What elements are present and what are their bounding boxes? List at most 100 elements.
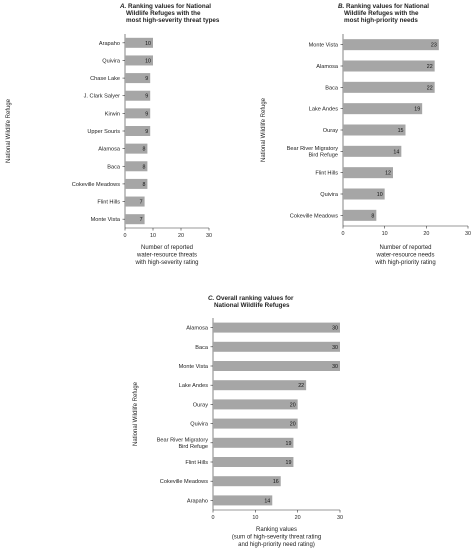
bar xyxy=(343,209,377,221)
bar xyxy=(213,399,298,410)
chart-title-line: C. Overall ranking values for xyxy=(208,295,294,302)
bar-value-label: 7 xyxy=(140,200,143,206)
category-label: Baca xyxy=(195,345,209,351)
chart-title-line: A. Ranking values for National xyxy=(119,3,211,10)
bar-value-label: 8 xyxy=(371,213,374,219)
bar xyxy=(343,167,393,179)
bar-value-label: 8 xyxy=(142,164,145,170)
bar-value-label: 30 xyxy=(332,364,338,370)
bar-value-label: 19 xyxy=(414,107,420,113)
chart-title-line: Wildlife Refuges with the xyxy=(344,10,419,17)
panel-letter: B. xyxy=(338,3,345,10)
category-label: Arapaho xyxy=(99,41,120,47)
bar-value-label: 7 xyxy=(140,217,143,223)
bar-value-label: 8 xyxy=(142,182,145,188)
x-tick-label: 20 xyxy=(423,231,429,237)
x-axis-title: with high-priority rating xyxy=(374,260,435,266)
panel-letter: A. xyxy=(119,3,127,10)
category-label: Flint Hills xyxy=(185,460,208,466)
bar xyxy=(213,495,273,506)
bar xyxy=(125,196,145,207)
category-label: Quivira xyxy=(320,192,339,198)
category-label: Kirwin xyxy=(105,111,120,117)
bar xyxy=(343,124,406,136)
bar-value-label: 14 xyxy=(264,498,270,504)
x-tick-label: 10 xyxy=(382,231,388,237)
x-tick-label: 0 xyxy=(212,515,215,521)
x-tick-label: 30 xyxy=(206,233,212,239)
category-label: Cokeville Meadows xyxy=(290,213,338,219)
x-tick-label: 30 xyxy=(465,231,471,237)
category-label: Bear River Migratory xyxy=(157,438,208,444)
category-label: Baca xyxy=(325,85,339,91)
category-label: Bird Refuge xyxy=(178,444,208,450)
bar-value-label: 22 xyxy=(427,85,433,91)
bar xyxy=(213,457,294,467)
bar xyxy=(343,60,435,72)
category-label: Lake Andes xyxy=(309,107,338,113)
x-axis-title: Ranking values xyxy=(256,527,297,533)
bar-value-label: 10 xyxy=(145,58,151,64)
bar xyxy=(125,108,151,119)
category-label: Upper Souris xyxy=(87,129,120,135)
bar xyxy=(213,341,340,352)
x-axis-title: Number of reported xyxy=(141,245,193,251)
bar xyxy=(213,380,307,391)
y-axis-title: National Wildlife Refuge xyxy=(133,381,139,446)
bar-value-label: 16 xyxy=(273,479,279,485)
x-axis-title: water-resource needs xyxy=(375,253,434,259)
bar-value-label: 14 xyxy=(393,149,399,155)
y-axis-title: National Wildlife Refuge xyxy=(261,97,267,162)
bar-value-label: 23 xyxy=(431,43,437,49)
chart-title-text: Overall ranking values for xyxy=(214,295,294,302)
bar xyxy=(125,73,151,84)
panel-letter: C. xyxy=(208,295,215,302)
category-label: Quivira xyxy=(102,58,121,64)
x-tick-label: 20 xyxy=(178,233,184,239)
chart-title-line: B. Ranking values for National xyxy=(338,3,429,10)
bar xyxy=(213,322,340,333)
category-label: Monte Vista xyxy=(309,43,339,49)
category-label: Lake Andes xyxy=(179,383,208,389)
category-label: Quivira xyxy=(190,422,209,428)
bar-value-label: 19 xyxy=(286,441,292,447)
chart-title-text: Ranking values for National xyxy=(344,3,429,10)
category-label: Chase Lake xyxy=(90,76,120,82)
bar xyxy=(125,37,153,48)
bar-value-label: 20 xyxy=(290,402,296,408)
bar-value-label: 10 xyxy=(377,192,383,198)
bar xyxy=(125,55,153,66)
bar xyxy=(213,418,298,429)
bar-value-label: 22 xyxy=(427,64,433,70)
chart-title-line: most high-priority needs xyxy=(344,17,418,24)
x-tick-label: 20 xyxy=(295,515,301,521)
category-label: Baca xyxy=(107,164,121,170)
bar xyxy=(213,361,340,371)
bar-value-label: 10 xyxy=(145,41,151,47)
bar-value-label: 30 xyxy=(332,326,338,332)
x-axis-title: (sum of high-severity threat rating xyxy=(232,535,321,541)
bar-value-label: 30 xyxy=(332,345,338,351)
bar-value-label: 19 xyxy=(286,460,292,466)
category-label: Alamosa xyxy=(98,147,121,153)
chart-title-line: National Wildlife Refuges xyxy=(214,302,290,309)
bar-value-label: 15 xyxy=(398,128,404,134)
bar xyxy=(213,437,294,448)
x-tick-label: 10 xyxy=(150,233,156,239)
category-label: Monte Vista xyxy=(91,217,121,223)
bar xyxy=(125,90,151,101)
bar xyxy=(125,161,148,172)
bar xyxy=(125,214,145,225)
bar xyxy=(125,126,151,136)
bar xyxy=(343,188,385,200)
category-label: Ouray xyxy=(193,402,208,408)
x-axis-title: water-resource threats xyxy=(136,253,197,259)
bar-value-label: 12 xyxy=(385,171,391,177)
bar xyxy=(343,81,435,93)
category-label: J. Clark Salyer xyxy=(84,94,121,100)
category-label: Alamosa xyxy=(316,64,339,70)
